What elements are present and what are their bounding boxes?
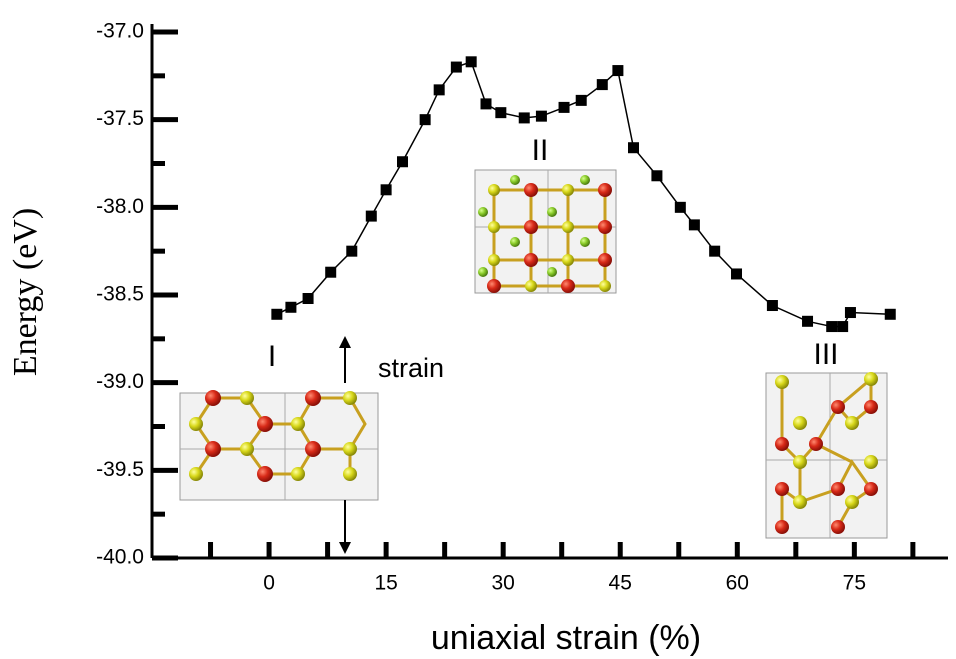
annotation: I <box>268 340 276 373</box>
data-point <box>303 293 314 304</box>
x-tick-label: 15 <box>374 572 397 595</box>
data-point <box>271 309 282 320</box>
data-point <box>675 202 686 213</box>
data-point <box>420 114 431 125</box>
data-point <box>466 56 477 67</box>
data-point <box>536 111 547 122</box>
y-tick-label: -39.0 <box>96 370 144 393</box>
data-point <box>845 307 856 318</box>
data-point <box>837 321 848 332</box>
annotation: strain <box>378 353 444 383</box>
data-point <box>519 112 530 123</box>
y-tick-label: -40.0 <box>96 546 144 569</box>
annotation: III <box>813 338 838 371</box>
data-point <box>767 300 778 311</box>
data-point <box>451 62 462 73</box>
x-axis-label: uniaxial strain (%) <box>431 619 701 657</box>
data-point <box>612 65 623 76</box>
inset-structure-2 <box>475 170 616 293</box>
data-point <box>346 246 357 257</box>
data-point <box>576 95 587 106</box>
x-tick-label: 75 <box>843 572 866 595</box>
chart: I II III strain uniaxial strain (%) Ener… <box>0 0 956 659</box>
y-tick-label: -37.5 <box>96 107 144 130</box>
data-point <box>651 170 662 181</box>
y-tick-label: -37.0 <box>96 20 144 43</box>
data-point <box>802 316 813 327</box>
data-point <box>597 79 608 90</box>
data-point <box>885 309 896 320</box>
data-point <box>826 321 837 332</box>
x-tick-label: 30 <box>491 572 514 595</box>
data-point <box>325 267 336 278</box>
data-point <box>481 98 492 109</box>
data-point <box>381 184 392 195</box>
y-tick-label: -38.0 <box>96 195 144 218</box>
x-tick-label: 60 <box>726 572 749 595</box>
data-point <box>366 211 377 222</box>
y-tick-label: -39.5 <box>96 458 144 481</box>
y-tick-label: -38.5 <box>96 283 144 306</box>
x-tick-label: 0 <box>263 572 275 595</box>
data-point <box>689 219 700 230</box>
data-point <box>434 84 445 95</box>
data-point <box>495 107 506 118</box>
data-point <box>397 156 408 167</box>
data-point <box>709 246 720 257</box>
y-axis-label: Energy (eV) <box>7 208 44 376</box>
x-tick-label: 45 <box>609 572 632 595</box>
data-point <box>559 102 570 113</box>
annotation: II <box>532 134 549 167</box>
data-point <box>731 268 742 279</box>
data-point <box>285 302 296 313</box>
inset-structure-1 <box>180 390 378 500</box>
inset-structure-3 <box>766 372 887 538</box>
data-point <box>628 142 639 153</box>
